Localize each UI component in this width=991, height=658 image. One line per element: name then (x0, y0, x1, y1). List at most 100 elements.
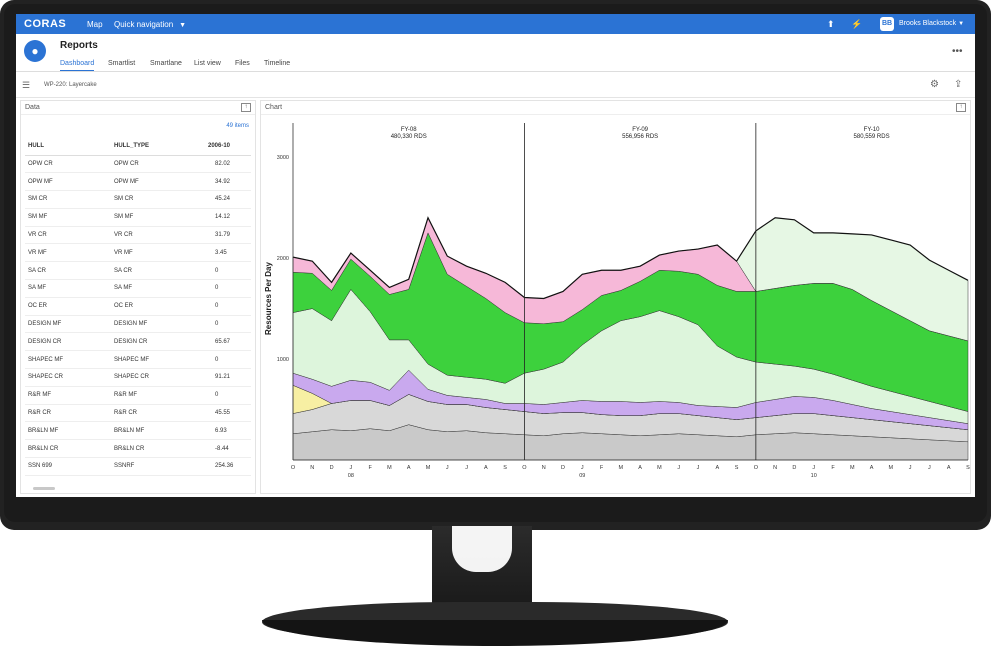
cell-hull-type: OC ER (111, 297, 205, 316)
upload-icon[interactable]: ⬆ (827, 19, 835, 29)
column-header-hull[interactable]: HULL (25, 137, 111, 156)
x-tick-label: F (600, 465, 604, 471)
cell-value: 0 (205, 315, 251, 334)
page-title: Reports (60, 40, 98, 51)
table-row[interactable]: SA MF SA MF 0 (25, 279, 251, 298)
x-tick-label: M (619, 465, 624, 471)
table-row[interactable]: SSN 699 SSNRF 254.36 (25, 457, 251, 476)
cell-hull: SA CR (25, 261, 111, 281)
cell-hull: SM MF (25, 208, 111, 227)
scrollbar-thumb[interactable] (33, 487, 55, 490)
table-row[interactable]: OPW MF OPW MF 34.92 (25, 172, 251, 192)
table-row[interactable]: BR&LN MF BR&LN MF 6.93 (25, 421, 251, 441)
monitor-stand-neck (432, 526, 532, 608)
x-tick-label: J (581, 465, 584, 471)
tab-files[interactable]: Files (235, 60, 250, 67)
avatar: BB (880, 17, 894, 31)
table-body: OPW CR OPW CR 82.02 OPW MF OPW MF 34.92 SM CR S… (25, 155, 251, 476)
x-year-label: 09 (579, 473, 585, 479)
fiscal-year-total: 580,559 RDS (854, 134, 890, 140)
quick-navigation-label: Quick navigation (114, 20, 174, 29)
export-icon[interactable]: ⇪ (954, 79, 963, 90)
x-year-label: 08 (348, 473, 354, 479)
cell-value: 0 (205, 386, 251, 405)
table-row[interactable]: DESIGN MF DESIGN MF 0 (25, 315, 251, 334)
tab-timeline[interactable]: Timeline (264, 60, 291, 67)
x-tick-label: A (484, 465, 488, 471)
cell-hull: OC ER (25, 297, 111, 316)
fiscal-year-total: 480,330 RDS (391, 134, 427, 140)
x-tick-label: J (349, 465, 352, 471)
table-row[interactable]: OPW CR OPW CR 82.02 (25, 155, 251, 174)
x-tick-label: M (657, 465, 662, 471)
tab-list-view[interactable]: List view (194, 60, 221, 67)
quick-navigation-menu[interactable]: Quick navigation ▼ (114, 20, 186, 29)
cell-hull-type: SA MF (111, 279, 205, 298)
cell-hull-type: R&R CR (111, 404, 205, 423)
x-tick-label: O (754, 465, 759, 471)
user-menu[interactable]: BB Brooks Blackstock ▼ (880, 17, 970, 31)
x-tick-label: J (928, 465, 931, 471)
horizontal-scrollbar[interactable] (27, 487, 253, 491)
x-tick-label: M (426, 465, 431, 471)
x-tick-label: A (638, 465, 642, 471)
expand-panel-icon[interactable]: ↑ (956, 103, 966, 112)
cell-hull: BR&LN CR (25, 439, 111, 459)
table-row[interactable]: VR CR VR CR 31.79 (25, 226, 251, 245)
table-row[interactable]: SHAPEC CR SHAPEC CR 91.21 (25, 368, 251, 387)
cell-hull-type: VR MF (111, 243, 205, 263)
table-row[interactable]: OC ER OC ER 0 (25, 297, 251, 316)
x-tick-label: S (503, 465, 507, 471)
cell-value: 31.79 (205, 226, 251, 245)
x-tick-label: J (812, 465, 815, 471)
table-row[interactable]: BR&LN CR BR&LN CR -8.44 (25, 439, 251, 459)
monitor-frame: CORAS Map Quick navigation ▼ ⬆ ⚡ BB Brook… (0, 0, 991, 530)
gear-icon[interactable]: ⚙ (930, 79, 939, 90)
chart-panel-title: Chart (265, 104, 283, 111)
table-row[interactable]: SA CR SA CR 0 (25, 261, 251, 281)
cell-hull: R&R CR (25, 404, 111, 423)
x-tick-label: A (715, 465, 719, 471)
cell-value: 45.55 (205, 404, 251, 423)
table-row[interactable]: SM MF SM MF 14.12 (25, 208, 251, 227)
table-row[interactable]: VR MF VR MF 3.45 (25, 243, 251, 263)
x-tick-label: M (387, 465, 392, 471)
cell-hull: DESIGN CR (25, 332, 111, 352)
more-options-icon[interactable]: ••• (952, 46, 963, 57)
x-tick-label: J (446, 465, 449, 471)
cell-hull-type: SM MF (111, 208, 205, 227)
cell-value: 82.02 (205, 155, 251, 174)
table-row[interactable]: SHAPEC MF SHAPEC MF 0 (25, 350, 251, 370)
cell-hull-type: SM CR (111, 190, 205, 209)
table-row[interactable]: DESIGN CR DESIGN CR 65.67 (25, 332, 251, 352)
table-row[interactable]: SM CR SM CR 45.24 (25, 190, 251, 209)
nav-map-link[interactable]: Map (87, 20, 103, 29)
tab-smartlist[interactable]: Smartlist (108, 60, 136, 67)
user-name: Brooks Blackstock ▼ (899, 20, 964, 27)
items-count: 49 items (226, 123, 249, 129)
table-row[interactable]: R&R MF R&R MF 0 (25, 386, 251, 405)
expand-panel-icon[interactable]: ↑ (241, 103, 251, 112)
x-tick-label: J (697, 465, 700, 471)
tab-smartlane[interactable]: Smartlane (150, 60, 182, 67)
breadcrumb: WP-220: Layercake (44, 82, 97, 88)
page-header: ● Reports Dashboard Smartlist Smartlane … (16, 34, 975, 72)
column-header-period[interactable]: 2006-10 (205, 137, 251, 156)
fiscal-year-label: FY-10 (864, 127, 880, 133)
tab-dashboard[interactable]: Dashboard (60, 60, 95, 71)
lightning-icon[interactable]: ⚡ (851, 19, 863, 29)
cell-value: 14.12 (205, 208, 251, 227)
column-header-hull-type[interactable]: HULL_TYPE (111, 137, 205, 156)
top-navbar: CORAS Map Quick navigation ▼ ⬆ ⚡ BB Brook… (16, 14, 975, 34)
cell-hull: SHAPEC MF (25, 350, 111, 370)
y-tick-label: 2000 (277, 256, 289, 262)
y-tick-label: 1000 (277, 357, 289, 363)
user-name-text: Brooks Blackstock (899, 20, 957, 27)
collapse-sidebar-icon[interactable]: ☰ (22, 80, 31, 90)
app-logo[interactable]: CORAS (24, 18, 67, 30)
cell-value: 91.21 (205, 368, 251, 387)
x-tick-label: O (522, 465, 527, 471)
table-row[interactable]: R&R CR R&R CR 45.55 (25, 404, 251, 423)
cell-hull: DESIGN MF (25, 315, 111, 334)
